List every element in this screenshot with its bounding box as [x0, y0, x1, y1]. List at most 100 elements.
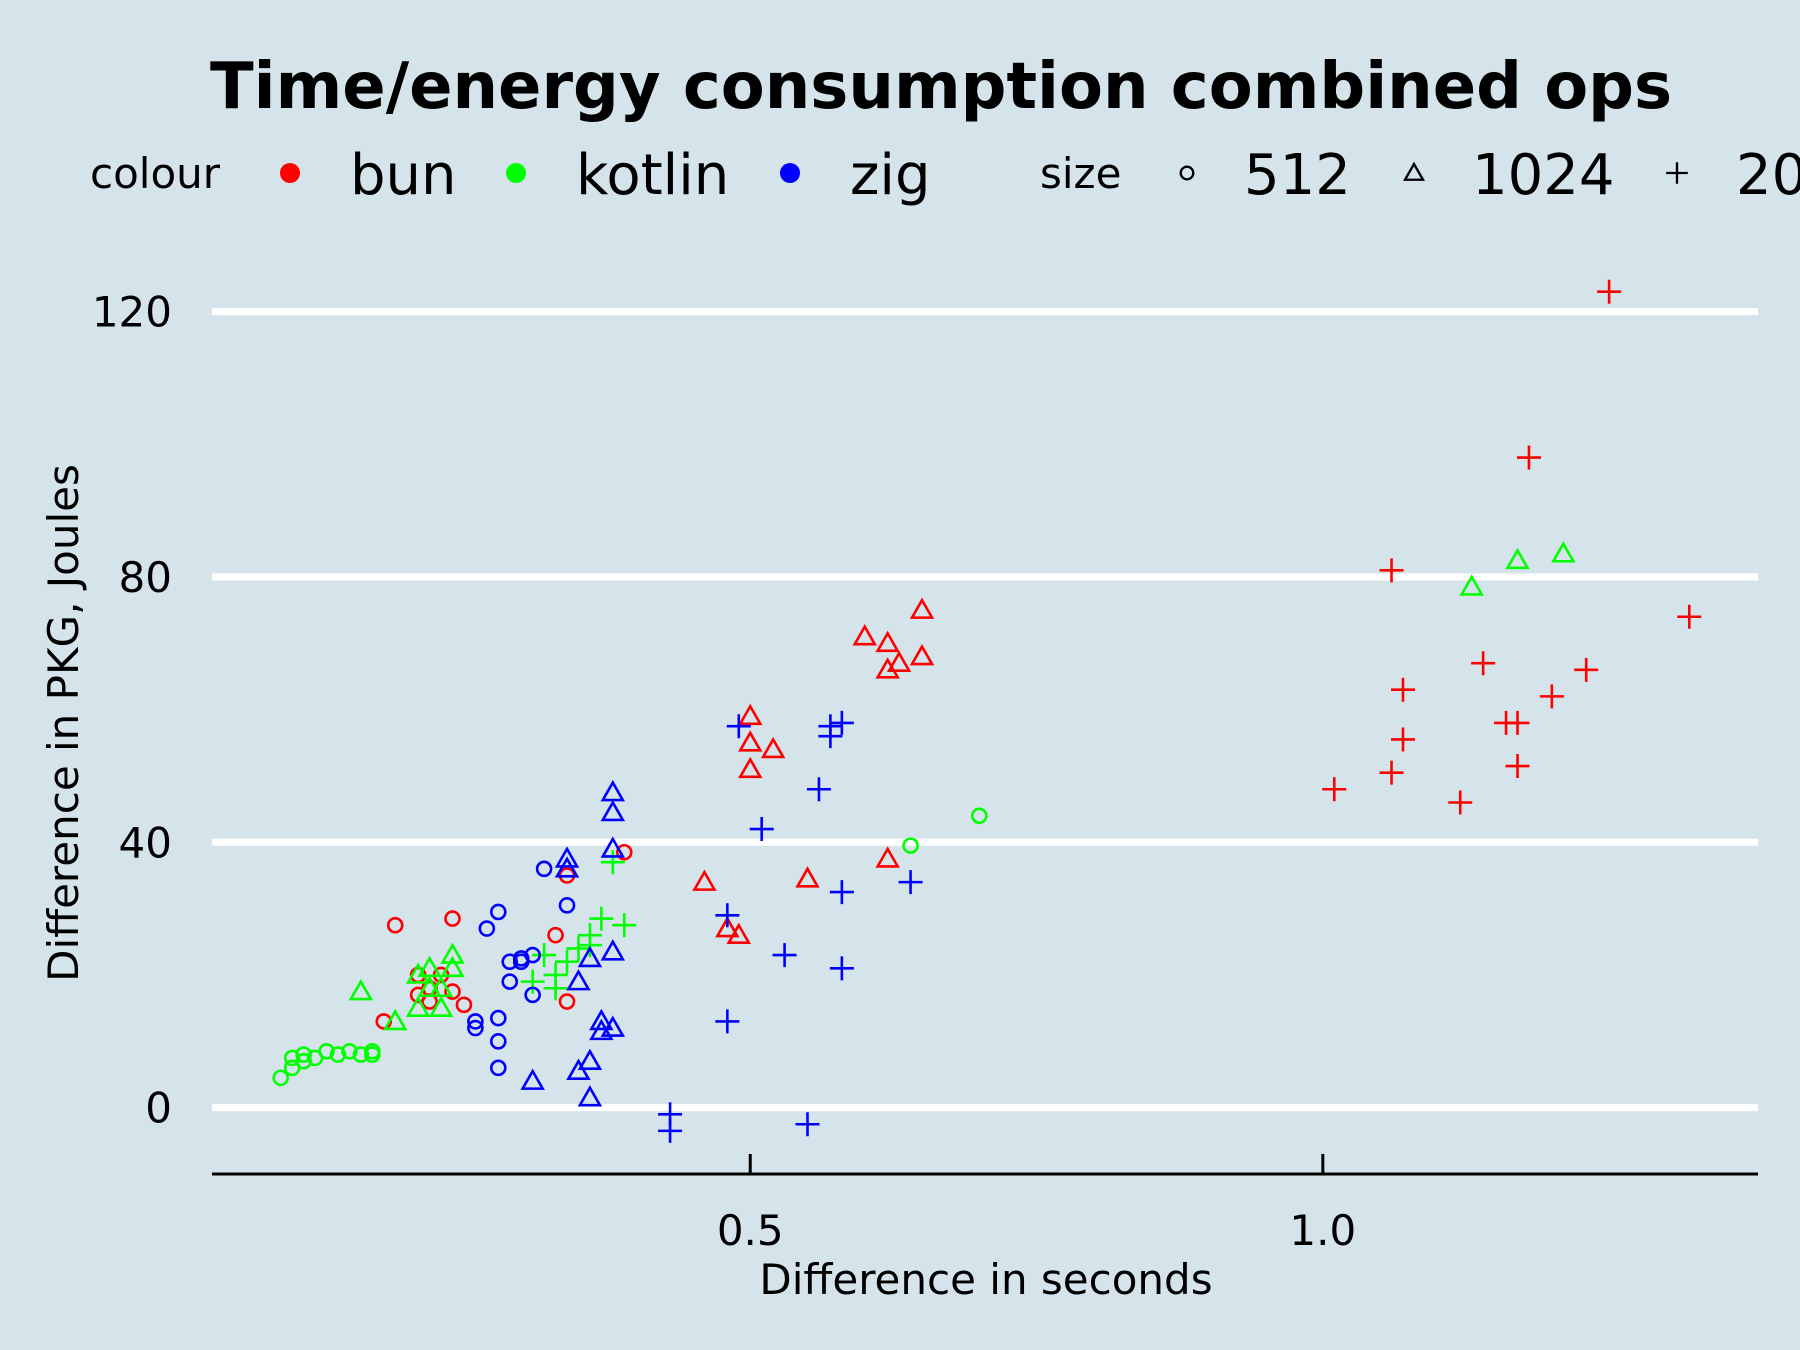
data-point: [352, 1046, 370, 1063]
data-point: [1379, 760, 1404, 785]
series-zig-triangle: [520, 779, 626, 1107]
data-point: [589, 1018, 614, 1041]
data-point: [1471, 651, 1496, 676]
data-point: [489, 903, 507, 921]
data-point: [600, 1015, 626, 1037]
data-point: [501, 973, 519, 990]
data-point: [543, 976, 568, 1001]
data-point: [489, 1009, 507, 1027]
data-point: [852, 624, 877, 646]
data-point: [364, 1042, 381, 1060]
data-point: [566, 1058, 591, 1080]
series-kotlin-triangle: [348, 541, 1576, 1031]
data-point: [1322, 777, 1347, 802]
data-point: [444, 910, 461, 927]
data-point: [532, 943, 557, 968]
data-point: [1505, 754, 1530, 779]
data-point: [909, 597, 935, 619]
data-point: [512, 953, 530, 971]
y-tick-label: 40: [119, 818, 172, 867]
data-point: [772, 943, 797, 968]
data-point: [600, 799, 626, 822]
gridlines: [212, 308, 1758, 1112]
legend-label: zig: [850, 143, 931, 208]
data-point: [318, 1042, 335, 1060]
data-point: [566, 936, 591, 961]
data-points: [272, 279, 1702, 1143]
data-point: [428, 995, 454, 1017]
y-tick-label: 0: [145, 1084, 172, 1133]
x-axis-title: Difference in seconds: [759, 1255, 1212, 1304]
data-point: [737, 730, 763, 752]
legend-item-kotlin: kotlin: [506, 143, 729, 208]
legend-item-size-512: 512: [1179, 143, 1351, 208]
data-point: [577, 933, 602, 958]
data-point: [898, 870, 923, 895]
data-point: [886, 650, 912, 672]
data-point: [577, 945, 603, 968]
data-point: [554, 846, 580, 868]
data-point: [295, 1046, 312, 1063]
data-point: [283, 1049, 301, 1067]
data-point: [726, 922, 752, 944]
data-point: [467, 1019, 484, 1037]
data-point: [715, 915, 740, 938]
data-point: [726, 714, 751, 739]
x-ticks: 0.5 1.0: [717, 1154, 1356, 1255]
data-point: [555, 949, 580, 974]
data-point: [444, 983, 461, 1000]
legend-colour-items: bun kotlin zig: [280, 143, 931, 208]
data-point: [749, 817, 774, 842]
data-point: [909, 643, 935, 666]
data-point: [558, 897, 576, 914]
data-point: [547, 926, 564, 944]
data-point: [341, 1042, 358, 1060]
y-tick-labels: 0 40 80 120: [92, 288, 172, 1133]
data-point: [875, 630, 900, 653]
legend-item-bun: bun: [280, 143, 457, 208]
legend-size-title: size: [1040, 149, 1121, 198]
legend-shape: [1402, 161, 1426, 181]
data-point: [829, 956, 854, 981]
legend-item-size-20: 20: [1666, 143, 1800, 208]
legend-shape: [1666, 162, 1688, 184]
legend-label: bun: [350, 143, 457, 208]
series-kotlin-circle: [272, 807, 988, 1087]
data-point: [829, 880, 854, 905]
data-point: [329, 1046, 347, 1063]
data-point: [829, 710, 854, 735]
legend-colour-title: colour: [90, 149, 221, 198]
data-point: [1677, 604, 1702, 629]
data-point: [478, 920, 496, 937]
legend-label: 20: [1736, 143, 1800, 208]
data-point: [1551, 541, 1576, 563]
data-point: [1539, 684, 1564, 709]
data-point: [467, 1013, 484, 1030]
legend-label: kotlin: [576, 143, 729, 208]
data-point: [615, 843, 633, 861]
data-point: [600, 836, 626, 858]
data-point: [382, 1008, 408, 1031]
data-point: [520, 969, 545, 994]
y-tick-label: 80: [119, 553, 172, 602]
data-point: [795, 1112, 820, 1137]
data-point: [566, 968, 591, 991]
data-point: [600, 850, 625, 875]
data-point: [295, 1052, 312, 1070]
data-point: [1516, 445, 1541, 470]
data-point: [1597, 279, 1622, 304]
data-point: [405, 995, 431, 1017]
data-point: [577, 1048, 603, 1071]
data-point: [658, 1118, 683, 1143]
legend-item-zig: zig: [780, 143, 931, 208]
data-point: [1379, 558, 1404, 583]
data-point: [558, 993, 576, 1010]
data-point: [417, 955, 442, 978]
data-point: [1574, 657, 1599, 682]
data-point: [405, 962, 431, 984]
data-point: [440, 955, 465, 978]
data-point: [806, 777, 831, 802]
data-point: [1505, 547, 1530, 570]
legend-label: 1024: [1472, 143, 1615, 208]
